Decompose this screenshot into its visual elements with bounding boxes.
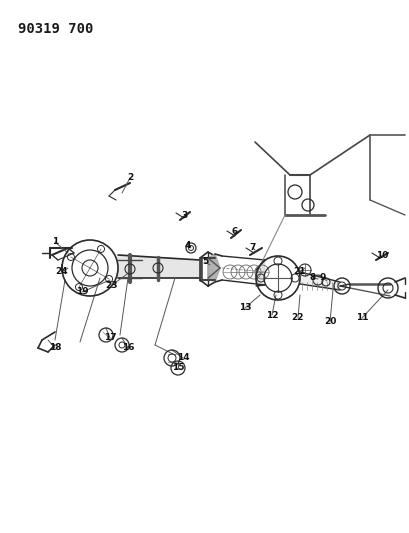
Text: 4: 4 xyxy=(184,240,191,249)
Text: 24: 24 xyxy=(56,268,68,277)
Text: 5: 5 xyxy=(201,257,208,266)
Text: 17: 17 xyxy=(103,334,116,343)
Text: 2: 2 xyxy=(126,174,133,182)
Text: 8: 8 xyxy=(309,273,315,282)
Text: 7: 7 xyxy=(249,244,256,253)
Text: 3: 3 xyxy=(182,211,188,220)
Text: 18: 18 xyxy=(49,343,61,352)
Text: 13: 13 xyxy=(238,303,251,312)
Text: 10: 10 xyxy=(375,252,387,261)
Polygon shape xyxy=(299,272,339,290)
Text: 15: 15 xyxy=(171,364,184,373)
Text: 9: 9 xyxy=(319,273,326,282)
Text: 23: 23 xyxy=(106,280,118,289)
Text: 1: 1 xyxy=(52,238,58,246)
Polygon shape xyxy=(255,260,264,286)
Text: 6: 6 xyxy=(231,228,238,237)
Polygon shape xyxy=(207,254,220,282)
Text: 20: 20 xyxy=(323,318,335,327)
Text: 16: 16 xyxy=(121,343,134,352)
Text: 90319 700: 90319 700 xyxy=(18,22,93,36)
Text: 21: 21 xyxy=(293,268,306,277)
Text: 22: 22 xyxy=(291,313,303,322)
Text: 19: 19 xyxy=(76,287,88,296)
Text: 11: 11 xyxy=(355,313,367,322)
Polygon shape xyxy=(118,255,200,278)
Text: 12: 12 xyxy=(265,311,278,319)
Text: 14: 14 xyxy=(176,353,189,362)
